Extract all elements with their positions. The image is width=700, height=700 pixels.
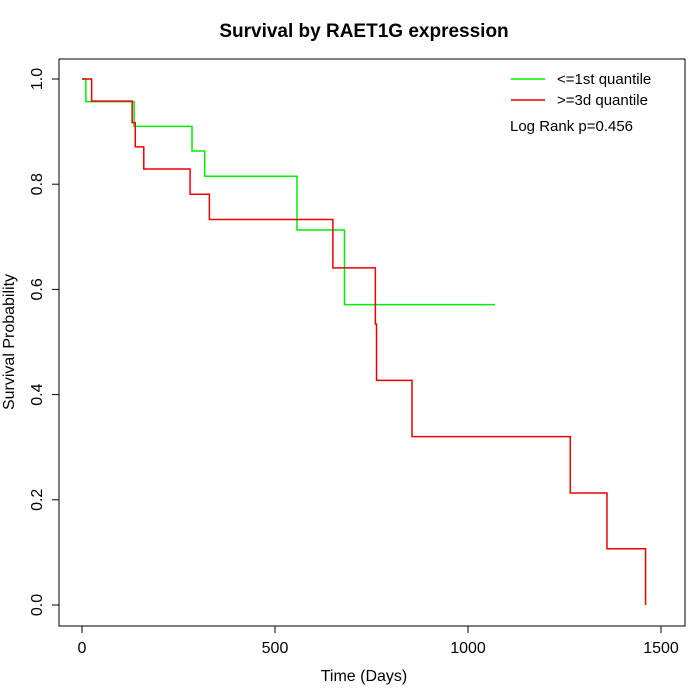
legend-label: >=3d quantile — [557, 92, 648, 109]
y-tick-label: 0.0 — [29, 594, 46, 616]
chart-title: Survival by RAET1G expression — [219, 21, 508, 42]
y-tick-label: 1.0 — [29, 68, 46, 90]
y-tick-label: 0.2 — [29, 489, 46, 511]
x-tick-label: 0 — [78, 640, 87, 657]
legend: <=1st quantile >=3d quantile — [511, 71, 651, 109]
y-tick-label: 0.6 — [29, 278, 46, 300]
x-tick-label: 1000 — [450, 640, 486, 657]
x-tick-label: 500 — [262, 640, 289, 657]
x-axis-label: Time (Days) — [321, 668, 408, 685]
x-tick-label: 1500 — [643, 640, 679, 657]
series-group — [82, 78, 647, 605]
series-line-2 — [82, 78, 647, 605]
y-tick-label: 0.8 — [29, 173, 46, 195]
x-axis: 0 500 1000 1500 — [78, 625, 679, 657]
y-axis-label: Survival Probability — [1, 274, 18, 410]
y-tick-label: 0.4 — [29, 383, 46, 405]
y-axis: 0.0 0.2 0.4 0.6 0.8 1.0 — [29, 68, 60, 616]
log-rank-annotation: Log Rank p=0.456 — [510, 118, 633, 135]
legend-label: <=1st quantile — [557, 71, 651, 88]
